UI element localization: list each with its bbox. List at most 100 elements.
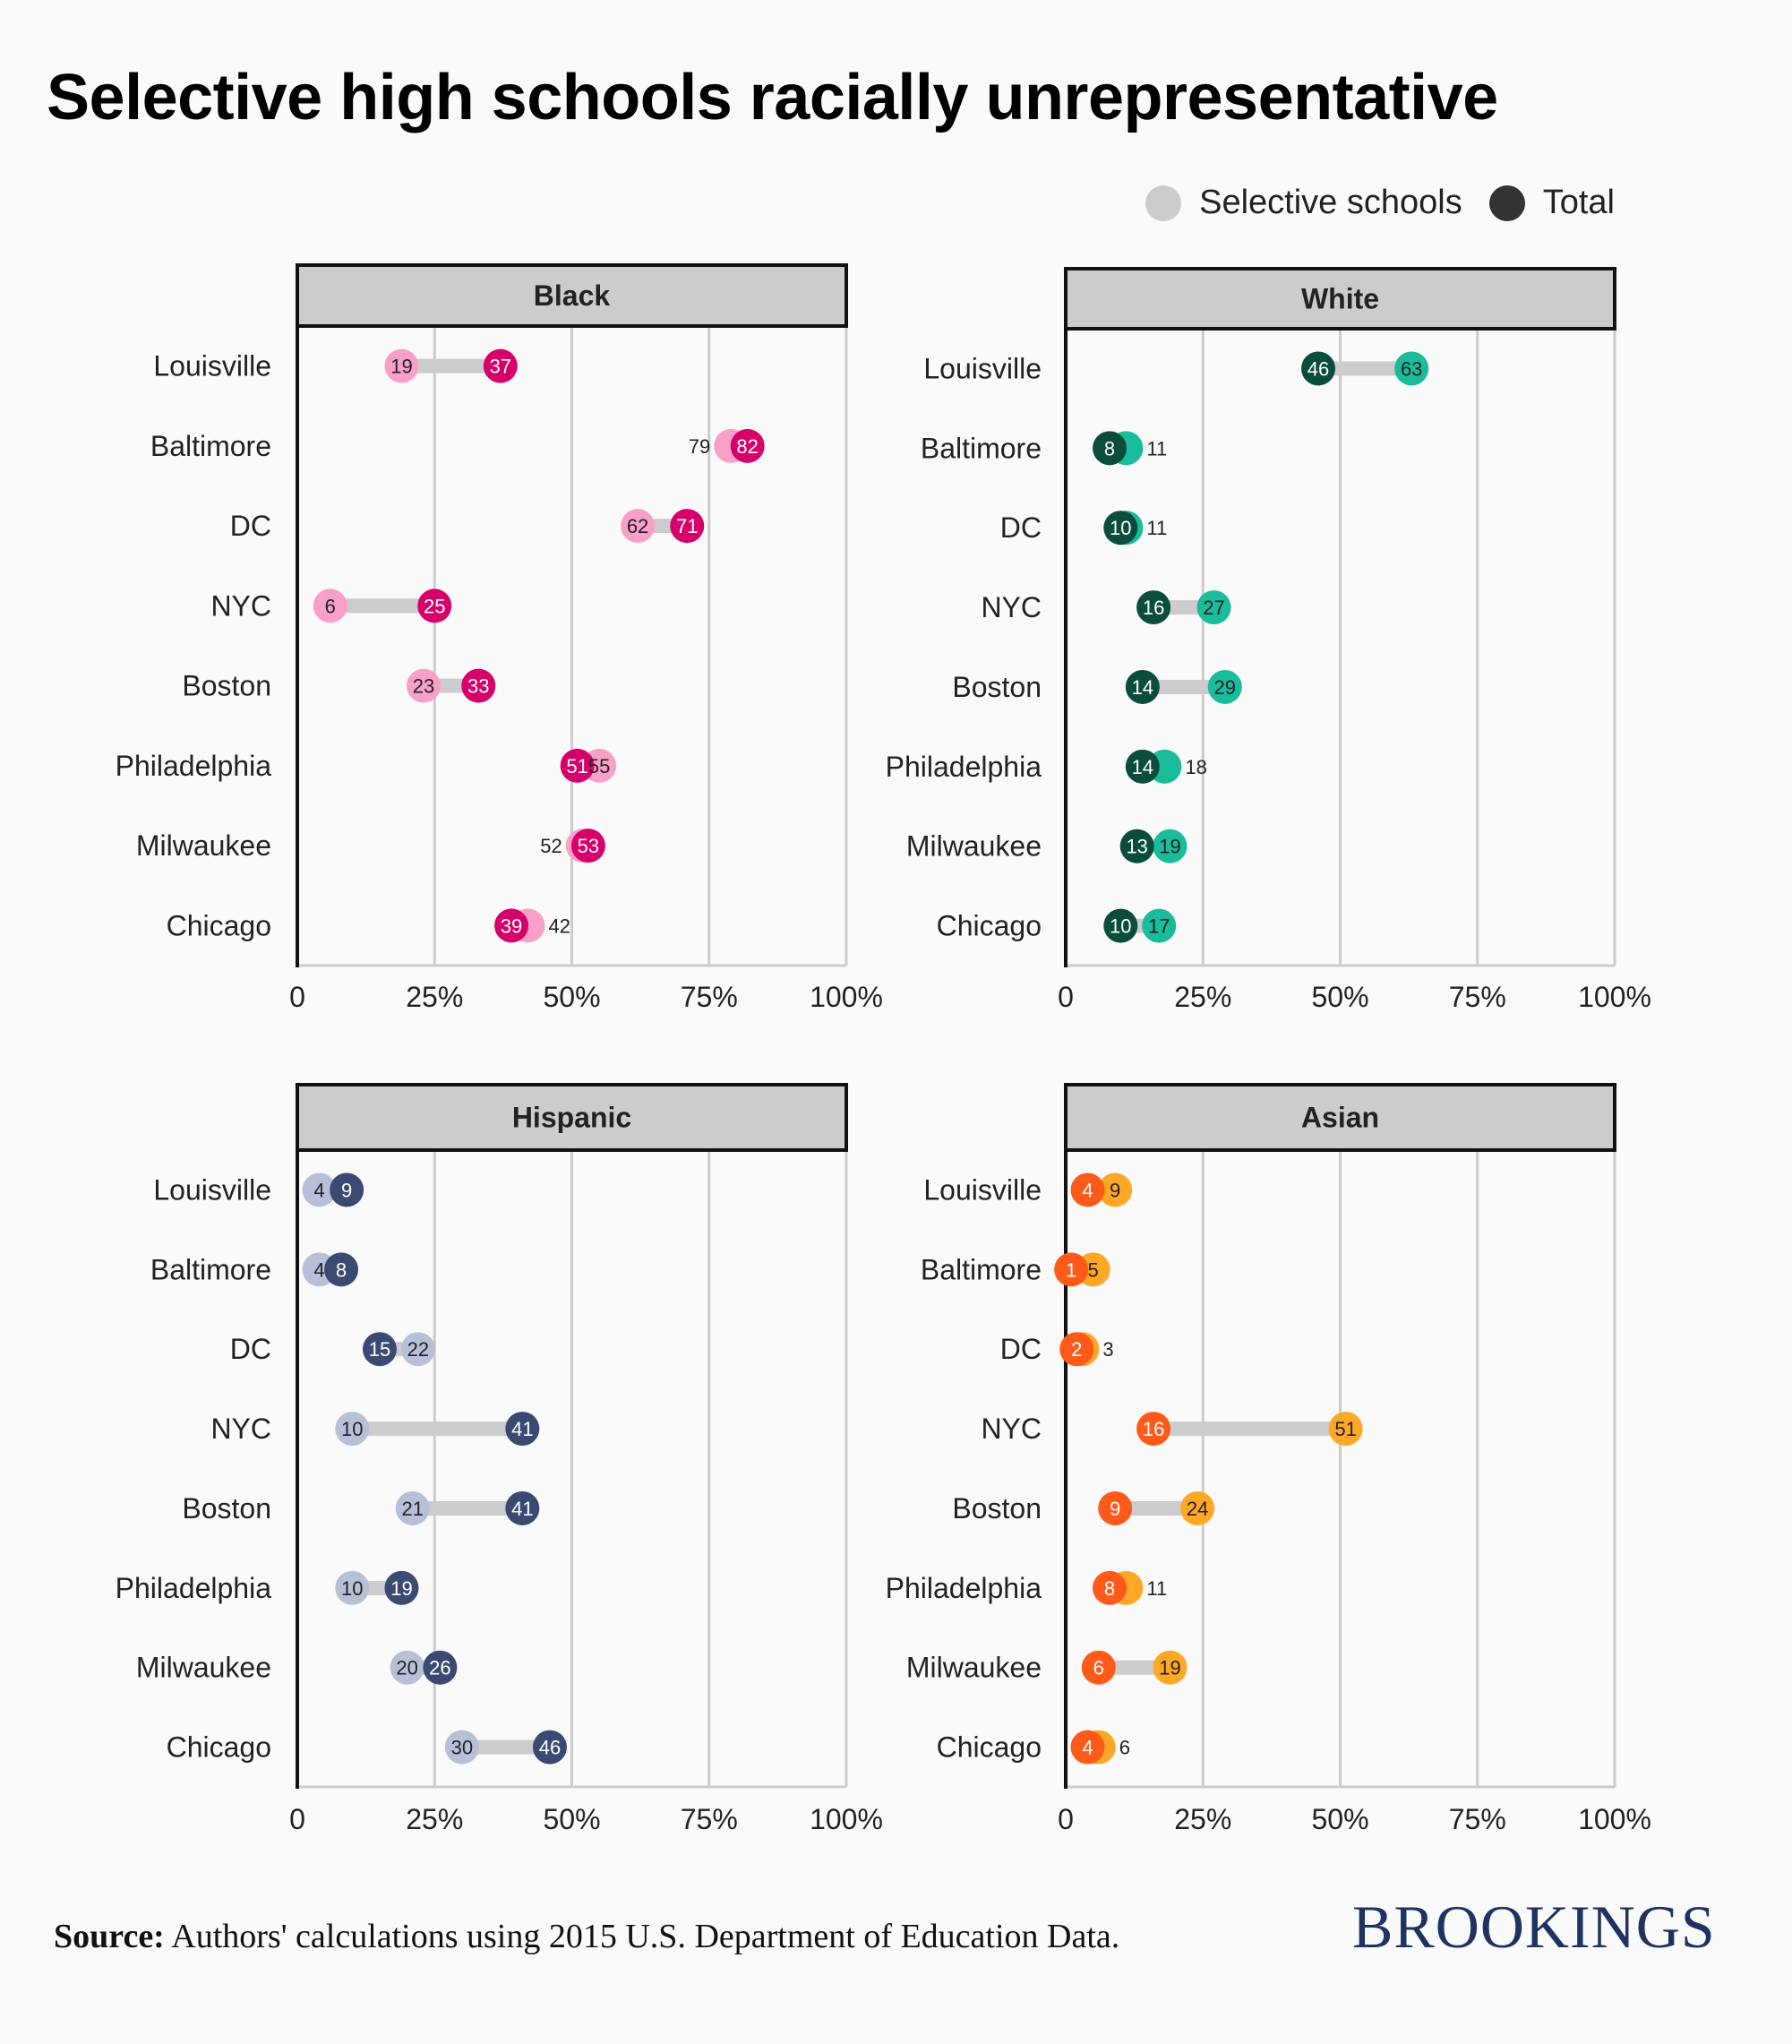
dot-selective [1207,669,1242,704]
dot-selective [1180,1490,1215,1525]
x-tick-label: 50% [543,1803,600,1835]
row-nyc: NYC 6 25 [210,588,452,623]
row-dc: DC 22 15 [230,1332,435,1367]
x-tick-label: 100% [1578,1803,1651,1835]
city-label: Boston [182,1492,271,1524]
value-label-selective: 30 [451,1737,473,1759]
value-label-total: 37 [490,356,511,378]
row-baltimore: Baltimore 11 8 [921,431,1167,466]
city-label: Louisville [923,352,1042,384]
value-label-total: 8 [336,1258,347,1281]
value-label-selective: 29 [1214,676,1236,699]
city-label: Milwaukee [136,1652,271,1684]
row-dc: DC 62 71 [230,509,705,544]
dot-total [1119,829,1154,863]
x-tick-label: 0 [1058,1803,1074,1835]
dot-selective [395,1490,430,1525]
value-label-total: 46 [539,1737,561,1759]
value-label-selective: 52 [540,835,562,857]
source-text: Authors' calculations using 2015 U.S. De… [171,1918,1120,1955]
panel-title: Black [534,279,611,312]
x-tick-label: 50% [1311,1803,1368,1835]
city-label: Louisville [923,1173,1042,1206]
dot-selective [335,1412,370,1447]
value-label-total: 8 [1104,1577,1115,1600]
city-label: Baltimore [921,432,1042,464]
row-philadelphia: Philadelphia 18 14 [886,749,1207,784]
value-label-total: 10 [1110,517,1131,539]
city-label: Milwaukee [906,830,1042,863]
city-label: Baltimore [150,1253,271,1285]
legend-item-total: Total [1488,184,1615,222]
dot-total [1093,1570,1128,1605]
city-label: Chicago [937,910,1042,942]
dot-selective [1196,590,1231,625]
row-milwaukee: Milwaukee 20 26 [136,1650,458,1685]
value-label-selective: 22 [407,1338,429,1361]
row-nyc: NYC 51 16 [981,1412,1363,1447]
row-baltimore: Baltimore 4 8 [150,1252,359,1287]
city-label: Baltimore [150,430,271,462]
city-label: Milwaukee [136,829,271,862]
city-label: Boston [952,1492,1042,1524]
value-label-total: 41 [511,1498,533,1520]
source-label: Source: [54,1918,165,1955]
value-label-total: 6 [1093,1657,1104,1679]
value-label-selective: 62 [627,515,648,537]
dot-total [1125,669,1160,704]
legend-dot-selective [1145,185,1182,221]
legend-label-total: Total [1542,184,1615,221]
value-label-selective: 5 [1088,1258,1099,1281]
dot-selective [313,588,347,623]
dot-total [417,588,452,623]
dot-selective [400,1332,435,1367]
city-label: DC [230,510,271,542]
dot-selective [390,1650,424,1685]
legend-item-selective: Selective schools [1145,184,1462,222]
brookings-logo: BROOKINGS [1352,1893,1716,1961]
row-boston: Boston 23 33 [182,668,496,703]
dot-total [1070,1730,1105,1765]
value-label-total: 9 [341,1179,352,1201]
dot-selective [302,1172,337,1207]
panel-header [296,263,848,328]
row-philadelphia: Philadelphia 10 19 [116,1570,419,1605]
value-label-selective: 10 [341,1577,363,1600]
row-nyc: NYC 27 16 [981,590,1231,625]
row-milwaukee: Milwaukee 52 53 [136,829,605,863]
value-label-total: 71 [676,515,698,537]
city-label: Louisville [153,350,271,382]
dot-selective [384,348,419,383]
value-label-total: 10 [1110,915,1131,938]
row-nyc: NYC 10 41 [210,1412,540,1447]
row-dc: DC 11 10 [1000,511,1167,545]
dot-total [461,668,496,703]
value-label-selective: 55 [588,755,610,777]
dot-selective [444,1730,479,1765]
legend: Selective schools Total [1119,184,1615,222]
row-chicago: Chicago 17 10 [937,908,1177,943]
value-label-total: 33 [467,675,489,698]
x-tick-label: 25% [406,1803,463,1835]
x-tick-label: 100% [1578,981,1651,1013]
value-label-selective: 6 [1119,1737,1130,1759]
dot-total [670,509,705,544]
panel-title: Asian [1301,1102,1379,1134]
value-label-total: 8 [1104,437,1115,459]
panel-black: Black 0 25% 50% 75% 100% Louisville 19 37 Baltimo… [116,263,883,1013]
x-tick-label: 50% [1311,981,1368,1013]
value-label-total: 14 [1132,756,1153,778]
dot-total [730,428,765,463]
dot-total [1054,1252,1089,1287]
value-label-total: 4 [1082,1737,1093,1759]
dot-selective [1394,351,1429,386]
value-label-total: 25 [424,595,445,617]
dot-total [483,348,518,383]
dot-selective [1098,1172,1133,1207]
x-tick-label: 0 [1058,981,1074,1013]
value-label-selective: 4 [313,1179,324,1201]
value-label-total: 4 [1082,1179,1093,1201]
value-label-total: 46 [1308,357,1329,380]
